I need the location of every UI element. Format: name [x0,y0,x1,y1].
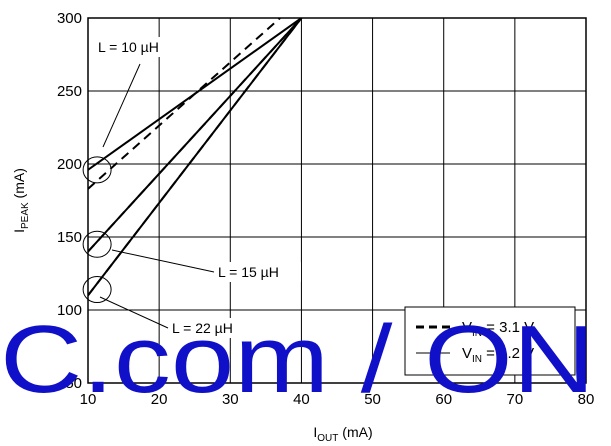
annotations: L = 10 µH L = 15 µH L = 22 µH [82,37,301,338]
watermark: C.com / ON [0,306,595,413]
y-axis-label: IPEAK (mA) [11,168,31,233]
legend-label: VIN = 3.1 V [462,319,534,339]
annotation-label: L = 22 µH [172,320,233,336]
x-tick-label: 20 [151,391,168,408]
annotation-circle [82,276,112,304]
tick-labels: 10 20 30 40 50 60 70 80 50 100 150 200 250 300 [57,10,594,408]
annotation-bg [215,262,301,282]
x-tick-label: 70 [507,391,524,408]
series-line [88,18,281,190]
plot-frame [87,17,587,384]
y-tick-label: 100 [57,302,82,319]
series-group [88,18,303,297]
y-tick-label: 250 [57,83,82,100]
annotation-bg [95,37,181,57]
series-line [88,18,303,253]
x-axis-label: IOUT (mA) [313,424,372,444]
y-tick-label: 150 [57,229,82,246]
y-tick-label: 200 [57,156,82,173]
legend-label: VIN = 4.2 V [462,345,534,365]
annotation-leader [102,63,141,148]
x-tick-label: 80 [578,391,595,408]
y-tick-label: 50 [65,375,82,392]
annotation-circle [82,230,112,258]
x-tick-label: 60 [435,391,452,408]
annotation-bg [169,318,255,338]
x-tick-label: 30 [222,391,239,408]
series-line [88,18,303,171]
annotation-label: L = 15 µH [218,264,279,280]
annotation-leader [111,249,215,273]
legend: VIN = 3.1 V VIN = 4.2 V [404,306,576,376]
series-line [88,18,303,297]
annotation-label: L = 10 µH [98,39,159,55]
x-tick-label: 40 [293,391,310,408]
annotation-circle [82,156,112,184]
legend-box [404,306,576,376]
grid [87,17,587,384]
x-tick-label: 10 [80,391,97,408]
x-tick-label: 50 [364,391,381,408]
y-tick-label: 300 [57,10,82,27]
annotation-leader [99,296,169,329]
